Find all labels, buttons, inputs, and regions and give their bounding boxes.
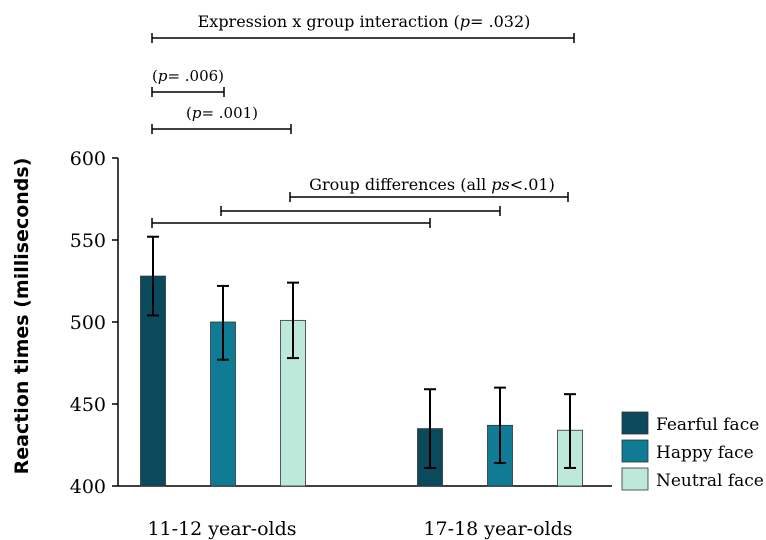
interaction-text-a: Expression x group interaction ( xyxy=(198,12,460,31)
y-tick-label: 550 xyxy=(70,230,106,252)
y-tick-label: 500 xyxy=(70,312,106,334)
x-tick-label: 17-18 year-olds xyxy=(423,518,572,540)
y-axis-label: Reaction times (milliseconds) xyxy=(11,158,33,475)
error-bars xyxy=(147,235,576,469)
interaction-text-b: = .032) xyxy=(470,12,530,31)
legend-swatch xyxy=(621,439,649,463)
group-text-a: Group differences (all xyxy=(309,175,491,194)
legend-label: Fearful face xyxy=(656,415,759,435)
group-differences-annotation: Group differences (all ps<.01) xyxy=(309,175,555,194)
interaction-p: p xyxy=(460,12,470,31)
group-text-b: <.01) xyxy=(510,175,555,194)
legend-label: Happy face xyxy=(656,443,754,463)
p2-p: p xyxy=(192,104,202,122)
p1-rest: = .006) xyxy=(167,67,224,85)
legend-swatch xyxy=(621,467,649,491)
legend: Fearful face Happy face Neutral face xyxy=(621,411,764,491)
p-001-annotation: (p= .001) xyxy=(186,104,258,122)
y-tick-label: 450 xyxy=(70,394,106,416)
y-tick-label: 400 xyxy=(70,476,106,498)
significance-brackets xyxy=(151,33,575,228)
p1-open: ( xyxy=(152,67,158,85)
x-tick-label: 11-12 year-olds xyxy=(147,518,296,540)
y-tick-label: 600 xyxy=(70,148,106,170)
legend-swatch xyxy=(621,411,649,435)
legend-label: Neutral face xyxy=(656,471,764,491)
bars xyxy=(140,275,583,487)
p1-p: p xyxy=(158,67,168,85)
p2-open: ( xyxy=(186,104,192,122)
interaction-annotation: Expression x group interaction (p= .032) xyxy=(198,12,531,31)
x-tick-labels: 11-12 year-olds 17-18 year-olds xyxy=(147,518,572,540)
p2-rest: = .001) xyxy=(201,104,258,122)
p-006-annotation: (p= .006) xyxy=(152,67,224,85)
group-ps: ps xyxy=(491,175,509,194)
y-ticks: 400 450 500 550 600 xyxy=(70,148,118,498)
